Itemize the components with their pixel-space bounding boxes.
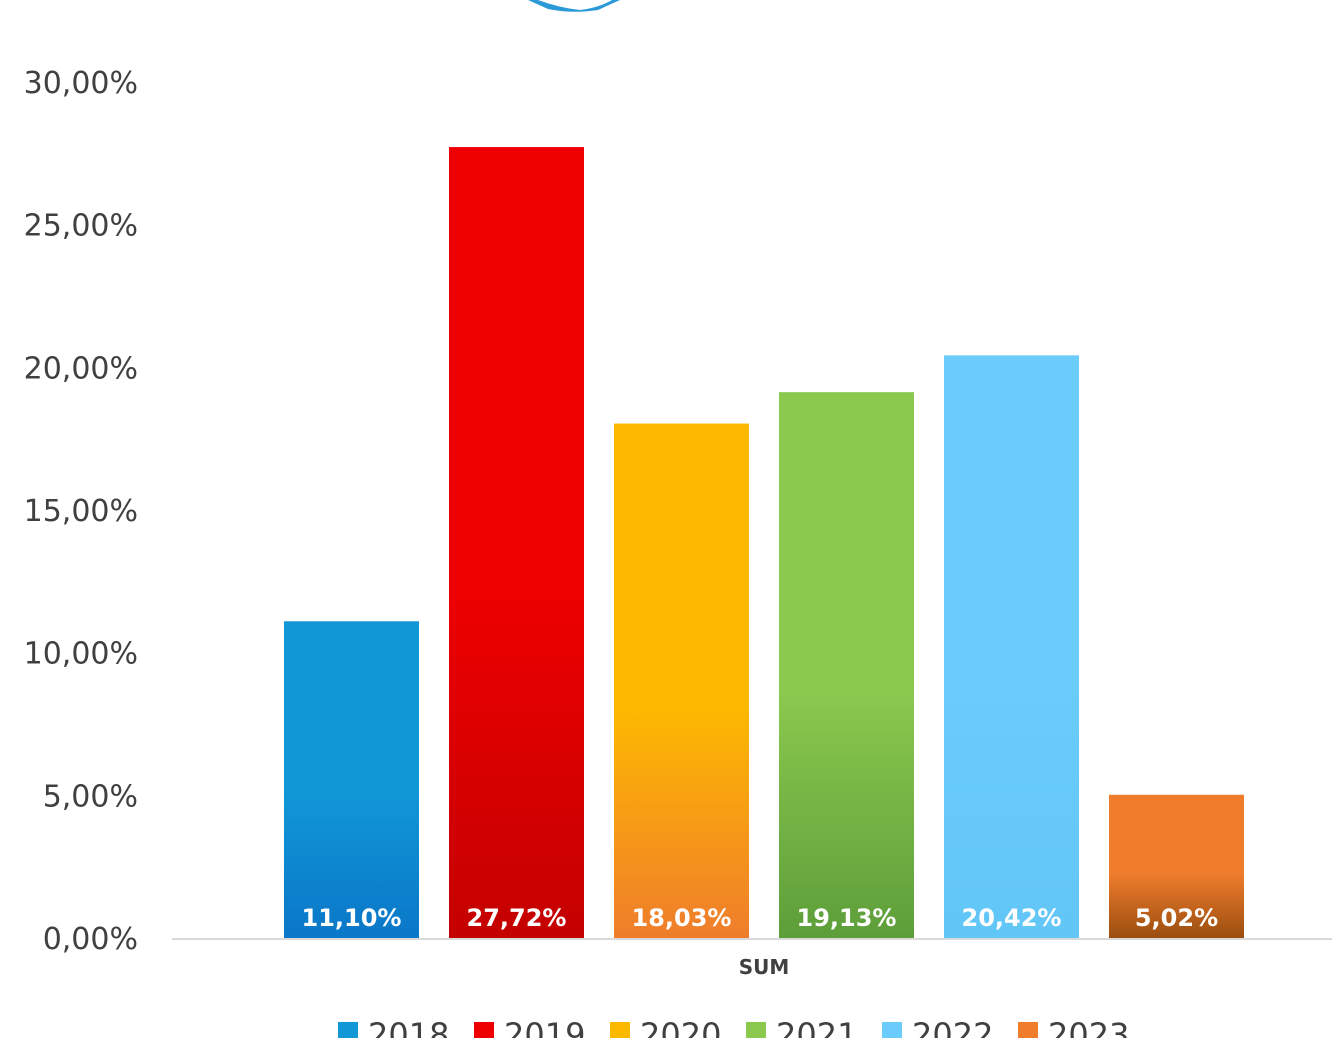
- data-label-2022: 20,42%: [962, 904, 1062, 932]
- y-tick-label: 15,00%: [24, 494, 138, 529]
- data-label-2018: 11,10%: [302, 904, 402, 932]
- legend-label-2023: 2023: [1048, 1016, 1129, 1038]
- legend-label-2019: 2019: [504, 1016, 585, 1038]
- bar-2023: [1109, 794, 1244, 938]
- bar-2018: [284, 621, 419, 938]
- data-label-2019: 27,72%: [467, 904, 567, 932]
- legend-swatch-2023: [1018, 1022, 1038, 1038]
- legend-swatch-2018: [338, 1022, 358, 1038]
- bar-2020: [614, 423, 749, 938]
- y-tick-label: 10,00%: [24, 637, 138, 672]
- y-tick-label: 30,00%: [24, 66, 138, 101]
- bar-2021: [779, 392, 914, 938]
- y-tick-label: 5,00%: [43, 779, 138, 814]
- x-category-label: SUM: [739, 955, 790, 979]
- legend-swatch-2020: [610, 1022, 630, 1038]
- y-tick-label: 20,00%: [24, 351, 138, 386]
- legend-label-2021: 2021: [776, 1016, 857, 1038]
- y-tick-label: 25,00%: [24, 209, 138, 244]
- logo-star-icon: [528, 0, 620, 12]
- legend-label-2020: 2020: [640, 1016, 721, 1038]
- legend-label-2022: 2022: [912, 1016, 993, 1038]
- legend-swatch-2019: [474, 1022, 494, 1038]
- data-label-2023: 5,02%: [1135, 904, 1218, 932]
- bar-2022: [944, 355, 1079, 938]
- bars: 11,10% 27,72% 18,03% 19,13% 20,42% 5,02%: [284, 147, 1244, 938]
- y-axis: 0,00% 5,00% 10,00% 15,00% 20,00% 25,00% 30,00%: [24, 66, 138, 957]
- data-label-2021: 19,13%: [797, 904, 897, 932]
- logo-fragment: [528, 0, 620, 12]
- legend-label-2018: 2018: [368, 1016, 449, 1038]
- data-label-2020: 18,03%: [632, 904, 732, 932]
- legend-swatch-2022: [882, 1022, 902, 1038]
- y-tick-label: 0,00%: [43, 922, 138, 957]
- legend: 2018 2019 2020 2021 2022 2023: [338, 1016, 1129, 1038]
- legend-swatch-2021: [746, 1022, 766, 1038]
- bar-2019: [449, 147, 584, 938]
